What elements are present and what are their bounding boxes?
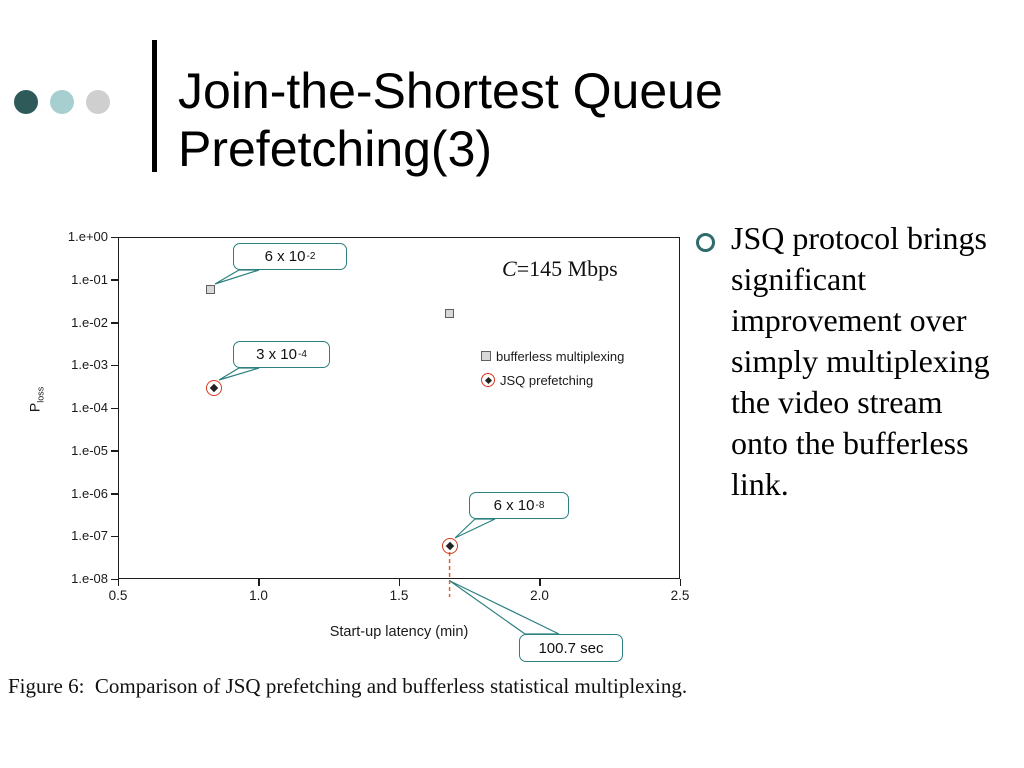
y-tick-mark <box>111 364 118 367</box>
title-divider <box>152 40 157 172</box>
x-tick-label: 2.0 <box>530 588 549 603</box>
x-tick-label: 1.5 <box>389 588 409 603</box>
y-axis-label: Ploss <box>27 369 46 429</box>
x-tick-mark <box>398 579 400 586</box>
y-tick-mark <box>111 450 118 452</box>
x-tick-label: 2.5 <box>670 588 690 603</box>
x-tick-mark <box>679 579 681 586</box>
y-axis-label-base: P <box>26 402 43 413</box>
y-tick-mark <box>111 535 118 538</box>
x-tick-mark <box>117 579 119 586</box>
circled-diamond-marker-icon <box>481 373 495 387</box>
y-tick-label: 1.e-03 <box>71 357 108 373</box>
y-tick-mark <box>111 322 118 324</box>
y-tick-label: 1.e-04 <box>71 400 108 415</box>
legend-item-bufferless: bufferless multiplexing <box>481 344 624 368</box>
callout-text: 100.7 sec <box>538 639 604 657</box>
y-tick-mark <box>111 578 118 580</box>
x-tick-label: 0.5 <box>108 588 128 603</box>
y-tick-label: 1.e-05 <box>71 442 108 458</box>
chart-legend: bufferless multiplexing JSQ prefetching <box>481 344 624 392</box>
y-axis-label-sub: loss <box>35 386 46 403</box>
capacity-annotation: C=145 Mbps <box>502 256 618 282</box>
x-tick-label: 1.0 <box>249 588 268 603</box>
y-tick-mark <box>111 236 118 238</box>
y-tick-mark <box>111 407 118 409</box>
figure-caption: Figure 6: Comparison of JSQ prefetching … <box>8 674 688 698</box>
y-tick-mark <box>111 493 118 495</box>
deco-circle-dark-icon <box>14 90 38 114</box>
legend-label-jsq: JSQ prefetching <box>500 372 594 388</box>
slide-title: Join-the-Shortest Queue Prefetching(3) <box>178 62 723 178</box>
y-tick-label: 1.e-08 <box>71 571 108 586</box>
bullet-text: JSQ protocol brings significant improvem… <box>731 220 990 502</box>
y-tick-label: 1.e-06 <box>71 485 108 501</box>
deco-circle-gray-icon <box>86 90 110 114</box>
deco-circle-light-icon <box>50 90 74 114</box>
y-tick-mark <box>111 279 118 281</box>
x-axis-label: Start-up latency (min) <box>329 624 469 640</box>
plot-area <box>118 237 680 579</box>
capacity-annotation-variable: C <box>502 256 517 281</box>
slide-title-line1: Join-the-Shortest Queue <box>178 62 723 119</box>
callout-label: 100.7 sec <box>519 634 623 662</box>
y-tick-label: 1.e+00 <box>67 229 108 244</box>
capacity-annotation-value: =145 Mbps <box>516 256 618 281</box>
legend-item-jsq: JSQ prefetching <box>481 368 624 392</box>
y-tick-label: 1.e-07 <box>71 528 108 544</box>
x-tick-mark <box>258 579 260 586</box>
legend-label-bufferless: bufferless multiplexing <box>496 348 625 364</box>
slide-title-line2: Prefetching(3) <box>178 120 493 177</box>
bullet-ring-icon <box>696 233 715 252</box>
x-tick-mark <box>539 579 541 586</box>
y-tick-label: 1.e-02 <box>71 314 108 330</box>
y-tick-label: 1.e-01 <box>71 271 108 287</box>
square-marker-icon <box>481 351 491 361</box>
